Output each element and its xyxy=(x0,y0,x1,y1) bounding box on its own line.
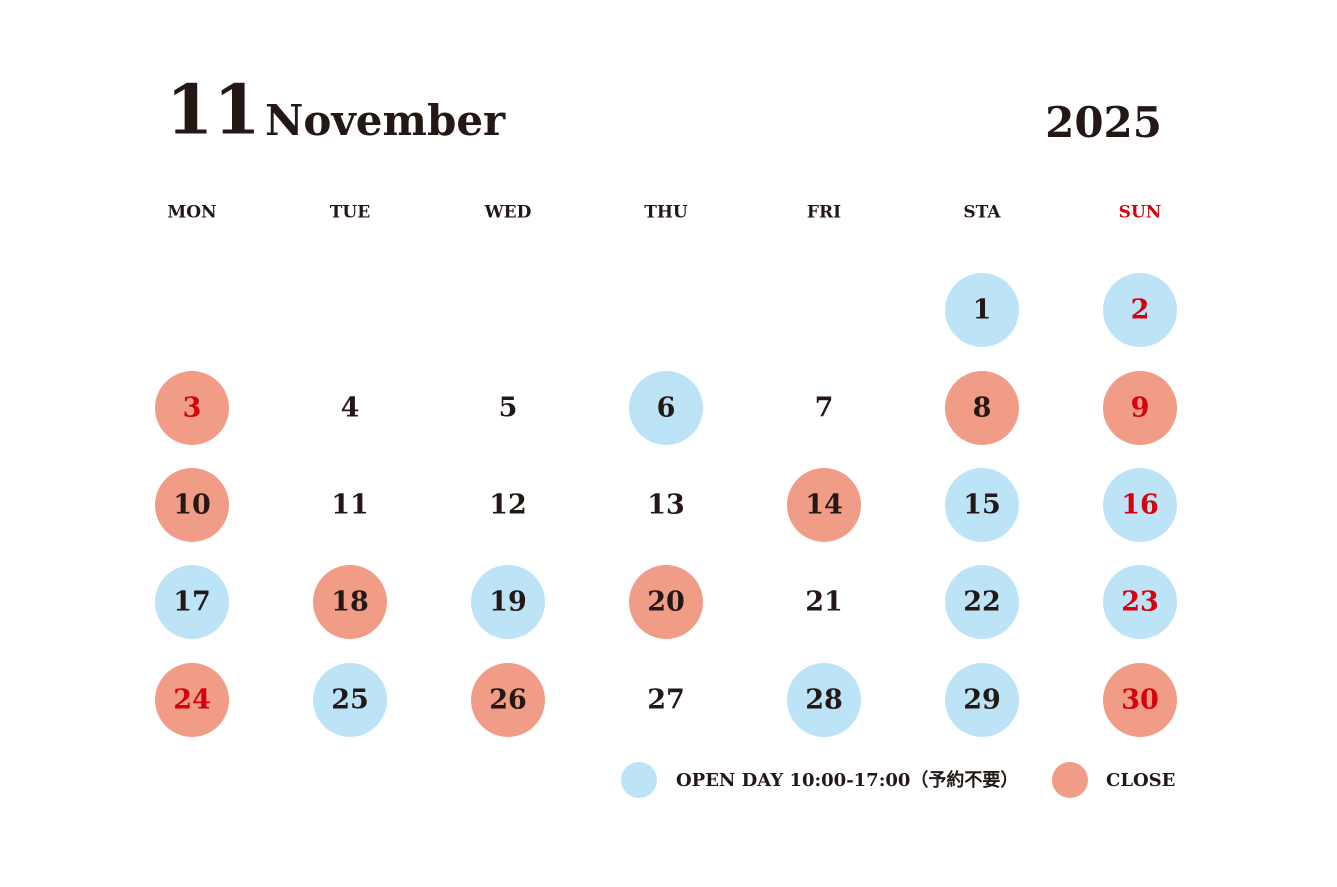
day-number: 30 xyxy=(1121,685,1159,716)
day-number: 13 xyxy=(647,490,685,521)
day-number: 23 xyxy=(1121,587,1159,618)
day-marker xyxy=(155,565,229,639)
day-marker xyxy=(945,468,1019,542)
weekday-label: SUN xyxy=(1119,203,1162,223)
day-number: 14 xyxy=(805,490,843,521)
day-number: 10 xyxy=(173,490,211,521)
day-marker xyxy=(945,565,1019,639)
day-number: 7 xyxy=(815,393,834,424)
month-name: November xyxy=(265,96,506,145)
day-number: 22 xyxy=(963,587,1001,618)
legend-swatch xyxy=(1052,762,1088,798)
day-number: 25 xyxy=(331,685,369,716)
day-number: 8 xyxy=(973,393,992,424)
day-number: 24 xyxy=(173,685,211,716)
day-marker xyxy=(1103,663,1177,737)
day-marker xyxy=(629,565,703,639)
day-number: 12 xyxy=(489,490,527,521)
day-number: 3 xyxy=(183,393,202,424)
day-number: 29 xyxy=(963,685,1001,716)
day-marker xyxy=(155,663,229,737)
day-marker xyxy=(787,468,861,542)
day-number: 6 xyxy=(657,393,676,424)
day-marker xyxy=(155,371,229,445)
day-number: 18 xyxy=(331,587,369,618)
day-marker xyxy=(471,663,545,737)
day-number: 4 xyxy=(341,393,360,424)
day-number: 15 xyxy=(963,490,1001,521)
day-marker xyxy=(155,468,229,542)
day-number: 2 xyxy=(1131,295,1150,326)
day-number: 28 xyxy=(805,685,843,716)
day-marker xyxy=(945,273,1019,347)
day-marker xyxy=(945,663,1019,737)
day-marker xyxy=(787,663,861,737)
weekday-label: TUE xyxy=(330,203,370,223)
day-marker xyxy=(313,663,387,737)
day-number: 11 xyxy=(331,490,369,521)
day-marker xyxy=(1103,371,1177,445)
weekday-label: STA xyxy=(963,203,1001,223)
day-number: 16 xyxy=(1121,490,1159,521)
day-number: 26 xyxy=(489,685,527,716)
day-number: 19 xyxy=(489,587,527,618)
day-marker xyxy=(945,371,1019,445)
day-number: 20 xyxy=(647,587,685,618)
weekday-label: WED xyxy=(484,203,532,223)
day-marker xyxy=(313,565,387,639)
day-marker xyxy=(1103,565,1177,639)
legend-label: OPEN DAY 10:00-17:00（予約不要） xyxy=(676,769,1018,791)
day-number: 5 xyxy=(499,393,518,424)
day-number: 9 xyxy=(1131,393,1150,424)
day-number: 17 xyxy=(173,587,211,618)
day-marker xyxy=(629,371,703,445)
weekday-label: MON xyxy=(167,203,216,223)
legend-label: CLOSE xyxy=(1106,770,1175,791)
legend-swatch xyxy=(621,762,657,798)
weekday-label: FRI xyxy=(807,203,841,223)
day-number: 27 xyxy=(647,685,685,716)
weekday-label: THU xyxy=(644,203,688,223)
month-number: 11 xyxy=(166,71,261,151)
day-number: 21 xyxy=(805,587,843,618)
day-number: 1 xyxy=(973,295,992,326)
day-marker xyxy=(1103,273,1177,347)
day-marker xyxy=(1103,468,1177,542)
year: 2025 xyxy=(1045,98,1162,147)
day-marker xyxy=(471,565,545,639)
